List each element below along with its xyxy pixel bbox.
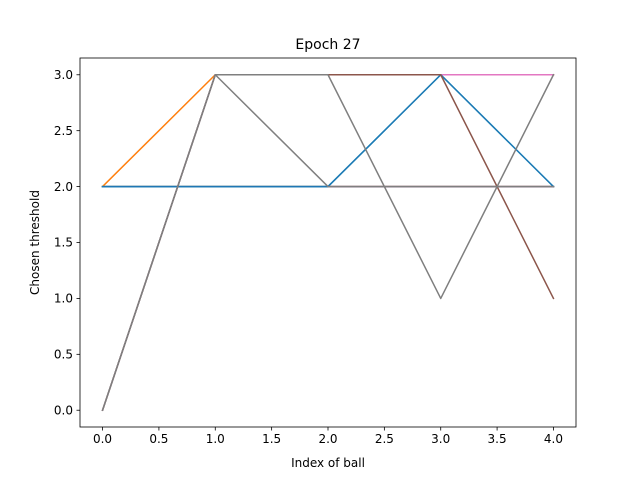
x-tick-label: 1.5 xyxy=(262,432,281,446)
y-tick-label: 0.0 xyxy=(54,403,73,417)
series-line-5 xyxy=(101,74,555,412)
x-tick-label: 2.0 xyxy=(318,432,337,446)
x-tick-label: 4.0 xyxy=(544,432,563,446)
y-axis-label: Chosen threshold xyxy=(28,190,42,295)
y-tick-label: 0.5 xyxy=(54,348,73,362)
x-tick-label: 3.5 xyxy=(488,432,507,446)
series-line-7 xyxy=(101,74,555,188)
x-tick-label: 3.0 xyxy=(431,432,450,446)
x-tick-label: 0.0 xyxy=(93,432,112,446)
series-line-8 xyxy=(101,74,555,412)
series-line-4 xyxy=(101,74,555,188)
y-tick-label: 3.0 xyxy=(54,68,73,82)
x-tick-label: 0.5 xyxy=(149,432,168,446)
series-line-6 xyxy=(101,74,555,188)
series-line-9 xyxy=(101,73,555,412)
y-tick-label: 2.0 xyxy=(54,180,73,194)
series-line-10 xyxy=(101,74,555,412)
plot-frame xyxy=(79,57,577,428)
x-axis-label: Index of ball xyxy=(291,456,365,470)
series-layer xyxy=(101,73,555,412)
ticks-layer: 0.0 0.5 1.0 1.5 2.0 2.5 3.0 3.5 4.0 0.0 0.5 1.0 1.5 2… xyxy=(54,68,563,446)
y-tick-label: 1.0 xyxy=(54,292,73,306)
chart-title: Epoch 27 xyxy=(295,37,360,53)
y-tick-label: 2.5 xyxy=(54,124,73,138)
y-tick-label: 1.5 xyxy=(54,236,73,250)
x-tick-label: 1.0 xyxy=(206,432,225,446)
x-tick-label: 2.5 xyxy=(375,432,394,446)
